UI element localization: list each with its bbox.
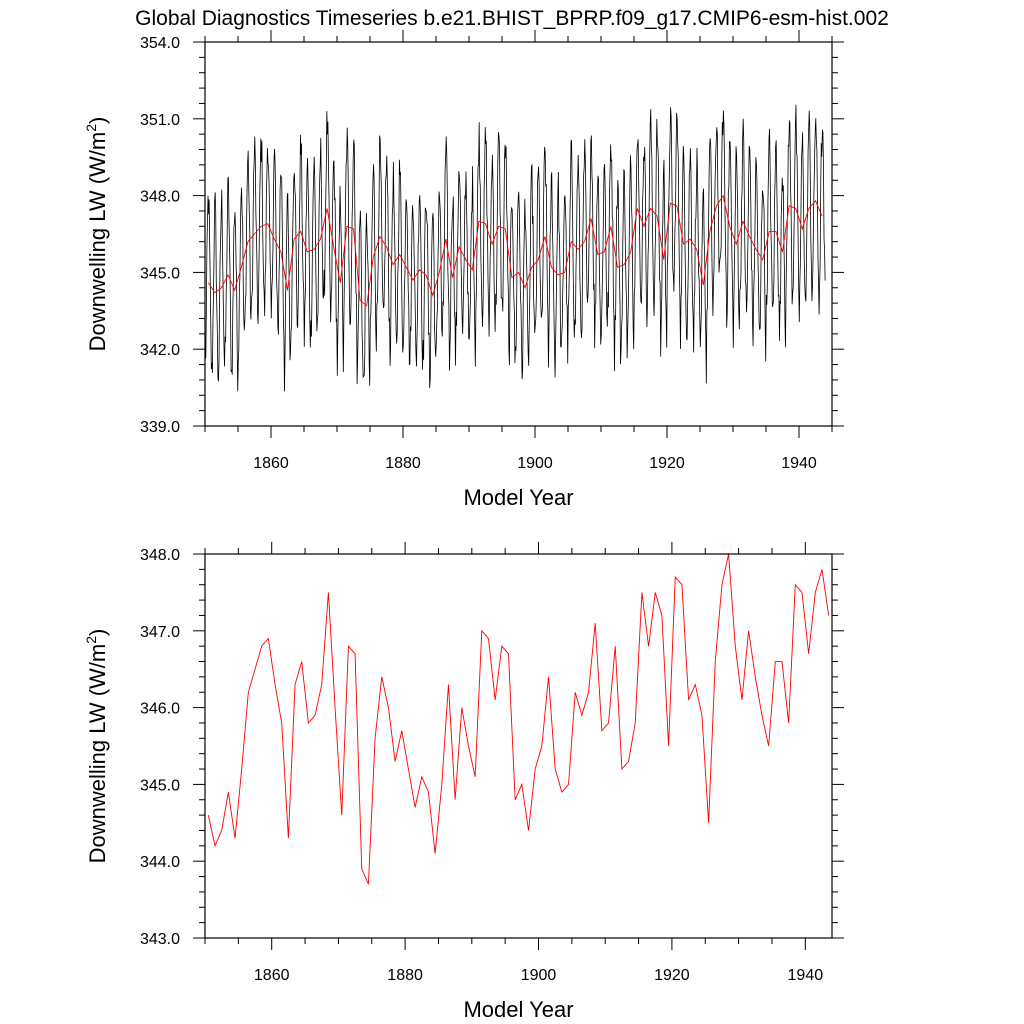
x-tick-label: 1860 — [254, 967, 290, 984]
bottom-panel: 1860 1880 1900 1920 1940 343.0 344.0 345.0 346.0… — [83, 542, 844, 1022]
y-tick-label: 345.0 — [140, 265, 180, 282]
y-tick-label: 342.0 — [140, 342, 180, 359]
y-tick-label: 348.0 — [140, 189, 180, 206]
y-tick-label: 346.0 — [140, 701, 180, 718]
plot-frame — [204, 553, 833, 939]
series-line-annual — [207, 194, 823, 307]
x-tick-label: 1900 — [517, 455, 553, 472]
y-axis-label: Downwelling LW (W/m2) — [83, 117, 110, 352]
x-tick-label: 1880 — [385, 455, 421, 472]
y-tick-label: 343.0 — [140, 931, 180, 948]
tick-marks — [193, 30, 844, 438]
x-axis-label: Model Year — [463, 485, 573, 510]
y-tick-label: 351.0 — [140, 112, 180, 129]
top-panel: 1860 1880 1900 1920 1940 339.0 342.0 345.0 348.0… — [83, 30, 844, 510]
tick-marks — [193, 542, 844, 950]
x-axis-label: Model Year — [463, 997, 573, 1022]
x-tick-label: 1920 — [654, 967, 690, 984]
x-tick-label: 1940 — [788, 967, 824, 984]
y-tick-label: 348.0 — [140, 547, 180, 564]
y-axis-label: Downwelling LW (W/m2) — [83, 629, 110, 864]
y-tick-label: 345.0 — [140, 777, 180, 794]
y-tick-label: 339.0 — [140, 419, 180, 436]
y-tick-label: 344.0 — [140, 854, 180, 871]
figure-title: Global Diagnostics Timeseries b.e21.BHIS… — [135, 7, 889, 30]
x-tick-label: 1860 — [253, 455, 289, 472]
x-tick-label: 1880 — [387, 967, 423, 984]
x-tick-label: 1940 — [781, 455, 817, 472]
x-tick-label: 1920 — [649, 455, 685, 472]
x-tick-label: 1900 — [521, 967, 557, 984]
plot-frame — [204, 41, 833, 427]
series-line-monthly — [205, 104, 826, 392]
y-tick-label: 347.0 — [140, 624, 180, 641]
series-line-annual — [207, 554, 830, 885]
plot-area — [205, 104, 826, 392]
plot-area — [207, 554, 830, 885]
y-tick-label: 354.0 — [140, 35, 180, 52]
